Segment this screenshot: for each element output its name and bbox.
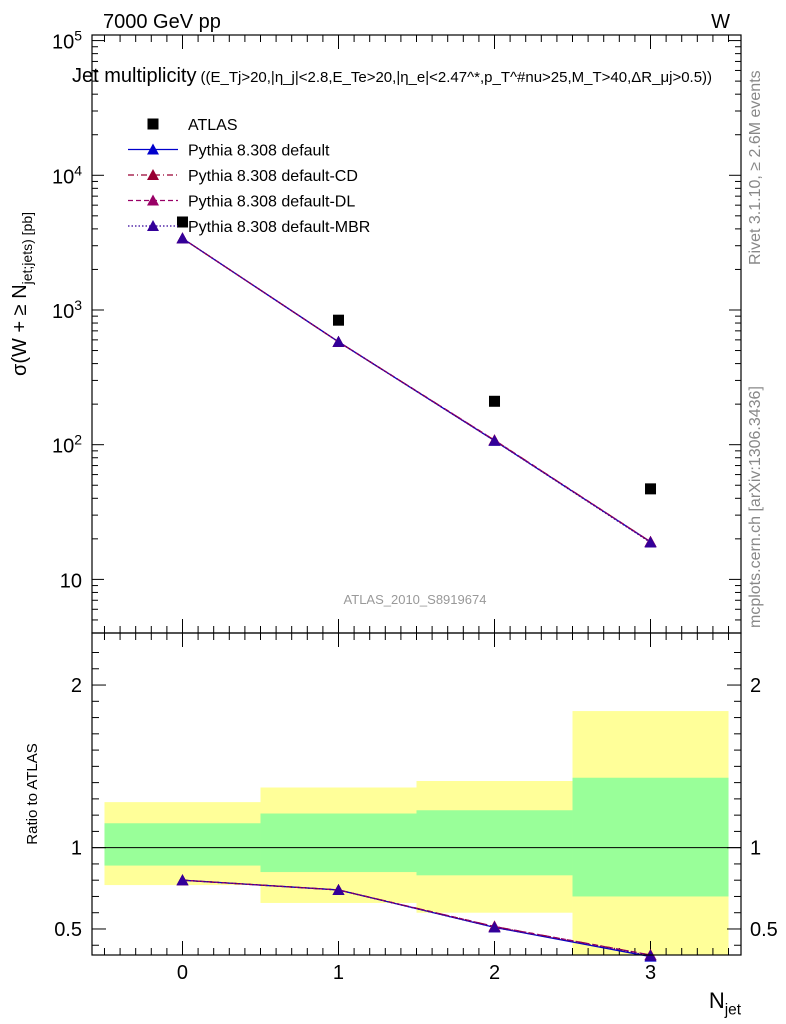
legend-marker bbox=[147, 143, 159, 155]
header-right: W bbox=[711, 11, 730, 33]
data-point bbox=[489, 395, 501, 407]
legend-entry: Pythia 8.308 default-CD bbox=[128, 168, 358, 185]
data-point bbox=[176, 216, 188, 228]
analysis-id: ATLAS_2010_S8919674 bbox=[344, 592, 487, 607]
mcplots-label: mcplots.cern.ch [arXiv:1306.3436] bbox=[747, 386, 764, 628]
ratio-y-tick-label-right: 0.5 bbox=[750, 919, 778, 941]
plot-title-main: Jet multiplicity bbox=[72, 65, 196, 87]
main-panel: 10 102 103 104 105 σ(W + ≥ Njet;jets) [pb] ATL… bbox=[9, 28, 742, 634]
legend-entry: Pythia 8.308 default-MBR bbox=[128, 219, 370, 236]
legend-marker bbox=[147, 118, 159, 130]
plot-title: Jet multiplicity ((E_Tj>20,|η_j|<2.8,E_Te… bbox=[72, 65, 712, 87]
uncertainty-bands bbox=[104, 711, 729, 955]
y-tick-label: 104 bbox=[52, 162, 82, 188]
legend-entry: Pythia 8.308 default-DL bbox=[128, 194, 355, 211]
y-tick-label: 105 bbox=[52, 28, 82, 54]
ratio-y-tick-label-left: 0.5 bbox=[54, 919, 82, 941]
ratio-point bbox=[332, 883, 345, 895]
band-inner bbox=[104, 823, 261, 866]
ratio-panel: 0.5 0.5 1 1 2 2 0 1 2 3 Ratio to ATLAS Njet bbox=[24, 632, 778, 1019]
mc-point bbox=[644, 536, 657, 548]
legend-label: Pythia 8.308 default-MBR bbox=[188, 219, 370, 236]
ratio-line bbox=[182, 879, 651, 956]
series-atlas bbox=[176, 216, 657, 495]
ratio-y-tick-label-right: 2 bbox=[750, 675, 761, 697]
band-inner bbox=[416, 810, 573, 876]
ratio-line bbox=[182, 879, 651, 957]
series-pythia-8-308-default bbox=[176, 232, 657, 547]
legend-label: ATLAS bbox=[188, 117, 238, 134]
ratio-y-tick-label-left: 2 bbox=[71, 675, 82, 697]
x-tick-label: 0 bbox=[177, 962, 188, 984]
y-tick-label: 10 bbox=[60, 570, 82, 592]
y-tick-label: 102 bbox=[52, 432, 82, 458]
y-tick-label: 103 bbox=[52, 297, 82, 323]
x-tick-label: 1 bbox=[333, 962, 344, 984]
legend-entry: ATLAS bbox=[147, 117, 238, 134]
band-inner bbox=[572, 777, 729, 897]
mc-point bbox=[176, 232, 189, 244]
band-inner bbox=[260, 813, 417, 873]
x-axis-label: Njet bbox=[709, 988, 742, 1019]
header-left: 7000 GeV pp bbox=[103, 11, 221, 33]
legend: ATLAS Pythia 8.308 default Pythia 8.308 de… bbox=[128, 117, 370, 236]
ratio-y-tick-label-left: 1 bbox=[71, 838, 82, 860]
legend-label: Pythia 8.308 default bbox=[188, 143, 330, 160]
mc-point bbox=[488, 434, 501, 446]
ratio-series bbox=[176, 874, 657, 962]
legend-label: Pythia 8.308 default-DL bbox=[188, 194, 355, 211]
ratio-y-axis-label: Ratio to ATLAS bbox=[24, 743, 41, 844]
ratio-frame bbox=[91, 632, 742, 956]
rivet-label: Rivet 3.1.10, ≥ 2.6M events bbox=[747, 70, 764, 265]
legend-marker bbox=[147, 220, 159, 231]
mc-point bbox=[332, 335, 345, 347]
y-axis-label: σ(W + ≥ Njet;jets) [pb] bbox=[9, 212, 35, 376]
legend-entry: Pythia 8.308 default bbox=[128, 143, 330, 160]
legend-label: Pythia 8.308 default-CD bbox=[188, 168, 358, 185]
legend-marker bbox=[147, 194, 159, 206]
series-pythia-8-308-default-mbr bbox=[176, 232, 657, 548]
x-tick-label: 3 bbox=[645, 962, 656, 984]
series-line bbox=[182, 237, 651, 543]
ratio-point bbox=[176, 874, 189, 886]
ratio-point bbox=[488, 921, 501, 933]
x-tick-label: 2 bbox=[489, 962, 500, 984]
data-point bbox=[645, 483, 657, 495]
legend-marker bbox=[147, 169, 159, 180]
ratio-y-tick-label-right: 1 bbox=[750, 838, 761, 860]
data-point bbox=[332, 314, 344, 326]
plot-title-cuts: ((E_Tj>20,|η_j|<2.8,E_Te>20,|η_e|<2.47^*… bbox=[200, 69, 712, 86]
